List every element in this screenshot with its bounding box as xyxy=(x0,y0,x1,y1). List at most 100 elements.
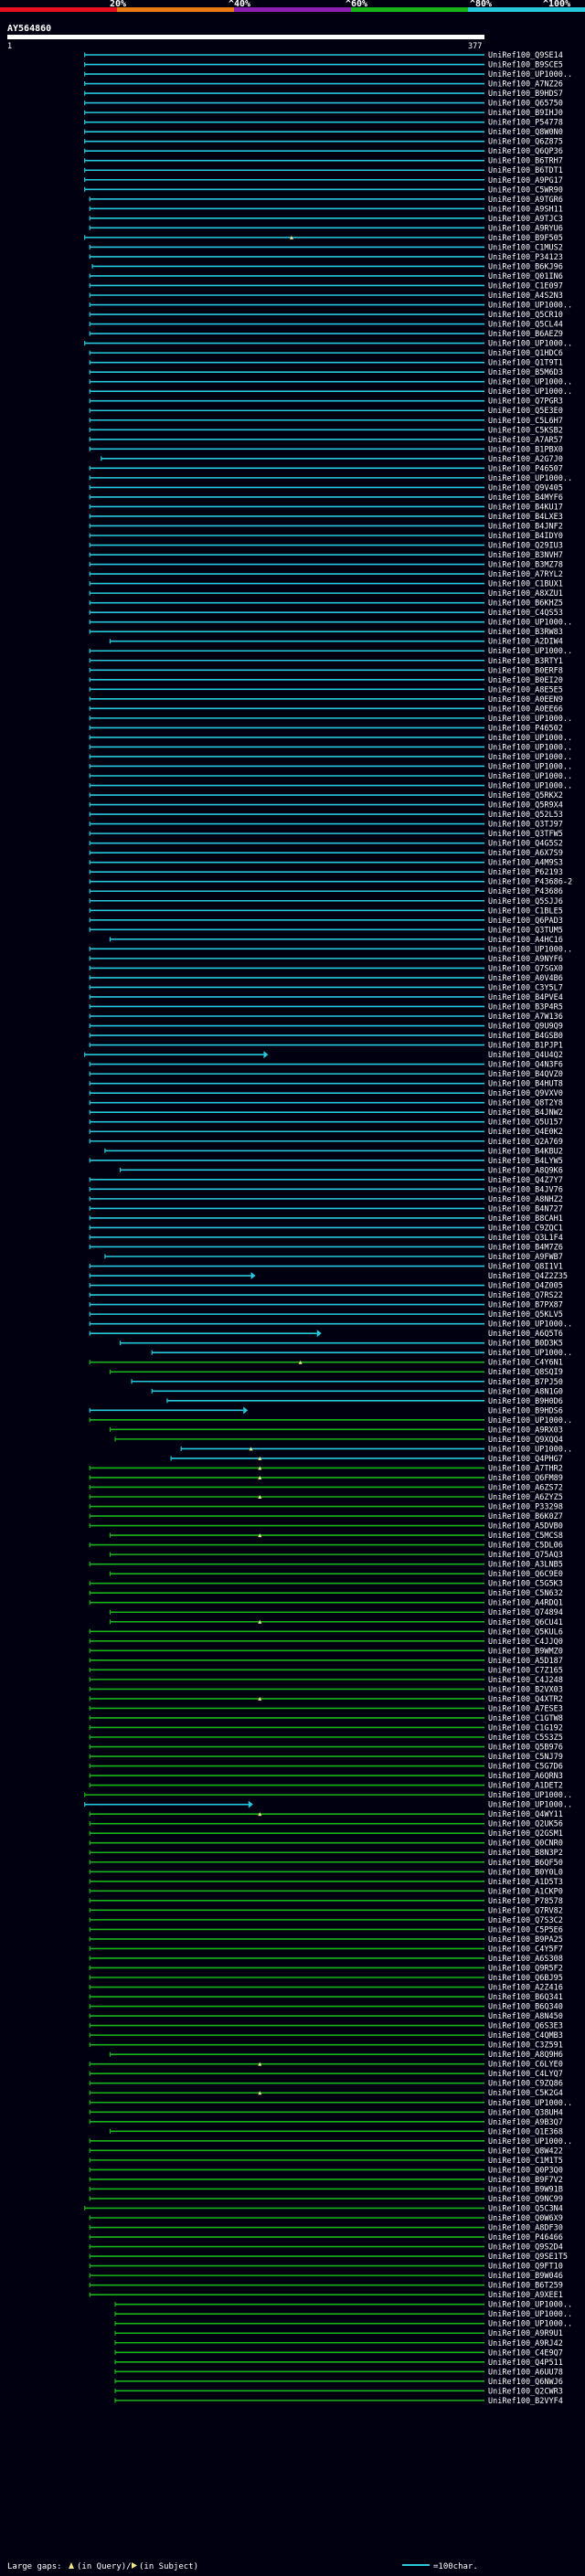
hit-label[interactable]: UniRef100_Q4PHG7 xyxy=(488,1455,563,1464)
hit-label[interactable]: UniRef100_A4RDQ1 xyxy=(488,1599,563,1608)
hit-label[interactable]: UniRef100_Q5RKX2 xyxy=(488,791,563,800)
hit-label[interactable]: UniRef100_B9IHJ0 xyxy=(488,109,563,118)
hit-label[interactable]: UniRef100_Q4Z2Z35 xyxy=(488,1272,568,1281)
hit-label[interactable]: UniRef100_A6QRN3 xyxy=(488,1772,563,1781)
hit-label[interactable]: UniRef100_Q0W6X9 xyxy=(488,2214,563,2223)
hit-label[interactable]: UniRef100_B9PA25 xyxy=(488,1935,563,1945)
hit-label[interactable]: UniRef100_B4JV76 xyxy=(488,1185,563,1194)
hit-label[interactable]: UniRef100_C4E9Q7 xyxy=(488,2348,563,2358)
hit-label[interactable]: UniRef100_B6KJ96 xyxy=(488,262,563,271)
hit-label[interactable]: UniRef100_C4QS53 xyxy=(488,609,563,618)
hit-label[interactable]: UniRef100_UP1000.. xyxy=(488,1801,572,1810)
hit-label[interactable]: UniRef100_Q6CU41 xyxy=(488,1618,563,1627)
hit-label[interactable]: UniRef100_Q9VXV0 xyxy=(488,1089,563,1098)
hit-label[interactable]: UniRef100_B9HDS6 xyxy=(488,1406,563,1415)
hit-label[interactable]: UniRef100_A4S2N3 xyxy=(488,292,563,301)
hit-label[interactable]: UniRef100_B4JNW2 xyxy=(488,1108,563,1118)
hit-label[interactable]: UniRef100_C4QMB3 xyxy=(488,2031,563,2041)
hit-label[interactable]: UniRef100_C5S3Z5 xyxy=(488,1733,563,1743)
hit-label[interactable]: UniRef100_C1GTW8 xyxy=(488,1714,563,1723)
hit-label[interactable]: UniRef100_UP1000.. xyxy=(488,945,572,954)
hit-label[interactable]: UniRef100_Q5SJJ6 xyxy=(488,897,563,906)
hit-label[interactable]: UniRef100_Q4E0K2 xyxy=(488,1128,563,1137)
hit-label[interactable]: UniRef100_A7NZ26 xyxy=(488,80,563,90)
hit-label[interactable]: UniRef100_C4LYQ7 xyxy=(488,2070,563,2079)
hit-label[interactable]: UniRef100_Q01IN6 xyxy=(488,272,563,281)
hit-label[interactable]: UniRef100_Q7S3C2 xyxy=(488,1916,563,1925)
hit-label[interactable]: UniRef100_A6Q5T6 xyxy=(488,1330,563,1339)
hit-label[interactable]: UniRef100_Q6NWJ6 xyxy=(488,2378,563,2387)
hit-label[interactable]: UniRef100_A9TJC3 xyxy=(488,215,563,224)
hit-label[interactable]: UniRef100_C4J248 xyxy=(488,1676,563,1685)
hit-label[interactable]: UniRef100_B7PX87 xyxy=(488,1301,563,1310)
hit-label[interactable]: UniRef100_C1M1T5 xyxy=(488,2157,563,2166)
hit-label[interactable]: UniRef100_Q6BJ95 xyxy=(488,1974,563,1983)
hit-label[interactable]: UniRef100_B8CAH1 xyxy=(488,1214,563,1224)
hit-label[interactable]: UniRef100_A3LNB5 xyxy=(488,1561,563,1570)
hit-label[interactable]: UniRef100_UP1000.. xyxy=(488,2301,572,2310)
hit-label[interactable]: UniRef100_B3MZ78 xyxy=(488,561,563,570)
hit-label[interactable]: UniRef100_A9FWB7 xyxy=(488,1253,563,1262)
hit-label[interactable]: UniRef100_C1MUS2 xyxy=(488,243,563,252)
hit-label[interactable]: UniRef100_C5WR90 xyxy=(488,186,563,195)
hit-label[interactable]: UniRef100_A9XEE1 xyxy=(488,2291,563,2300)
hit-label[interactable]: UniRef100_UP1000.. xyxy=(488,2310,572,2319)
hit-label[interactable]: UniRef100_P34123 xyxy=(488,253,563,262)
hit-label[interactable]: UniRef100_B9HDS7 xyxy=(488,90,563,99)
hit-label[interactable]: UniRef100_UP1000.. xyxy=(488,753,572,762)
hit-label[interactable]: UniRef100_C5L6H7 xyxy=(488,417,563,426)
hit-label[interactable]: UniRef100_UP1000.. xyxy=(488,387,572,397)
hit-label[interactable]: UniRef100_Q6Z875 xyxy=(488,138,563,147)
hit-label[interactable]: UniRef100_A9NYF6 xyxy=(488,955,563,964)
hit-label[interactable]: UniRef100_A6ZYZ5 xyxy=(488,1493,563,1502)
hit-label[interactable]: UniRef100_C3Z591 xyxy=(488,2041,563,2051)
hit-label[interactable]: UniRef100_A9RYU6 xyxy=(488,224,563,233)
hit-label[interactable]: UniRef100_A8Q9K6 xyxy=(488,1166,563,1175)
hit-label[interactable]: UniRef100_C5P5E6 xyxy=(488,1925,563,1935)
hit-label[interactable]: UniRef100_C1BUX1 xyxy=(488,580,563,589)
hit-label[interactable]: UniRef100_Q4Z005 xyxy=(488,1282,563,1291)
hit-label[interactable]: UniRef100_UP1000.. xyxy=(488,772,572,781)
hit-label[interactable]: UniRef100_Q4P511 xyxy=(488,2359,563,2368)
hit-label[interactable]: UniRef100_Q7RS22 xyxy=(488,1291,563,1300)
hit-label[interactable]: UniRef100_A7AR57 xyxy=(488,436,563,445)
hit-label[interactable]: UniRef100_B4KBU2 xyxy=(488,1147,563,1156)
hit-label[interactable]: UniRef100_C9ZQ86 xyxy=(488,2080,563,2089)
hit-label[interactable]: UniRef100_B4PVE4 xyxy=(488,993,563,1002)
hit-label[interactable]: UniRef100_B3RTY1 xyxy=(488,657,563,666)
hit-label[interactable]: UniRef100_Q52L53 xyxy=(488,811,563,820)
hit-label[interactable]: UniRef100_B6K0Z7 xyxy=(488,1512,563,1521)
hit-label[interactable]: UniRef100_UP1000.. xyxy=(488,474,572,483)
hit-label[interactable]: UniRef100_Q5KLV5 xyxy=(488,1310,563,1320)
hit-label[interactable]: UniRef100_C4Y5F7 xyxy=(488,1945,563,1954)
hit-label[interactable]: UniRef100_Q2CWR3 xyxy=(488,2387,563,2396)
hit-label[interactable]: UniRef100_UP1000.. xyxy=(488,734,572,743)
hit-label[interactable]: UniRef100_P43686 xyxy=(488,887,563,896)
hit-label[interactable]: UniRef100_Q7PGR3 xyxy=(488,398,563,407)
hit-label[interactable]: UniRef100_P33298 xyxy=(488,1503,563,1512)
hit-label[interactable]: UniRef100_Q8W422 xyxy=(488,2147,563,2156)
hit-label[interactable]: UniRef100_UP1000.. xyxy=(488,715,572,724)
hit-label[interactable]: UniRef100_UP1000.. xyxy=(488,782,572,791)
hit-label[interactable]: UniRef100_A8DF30 xyxy=(488,2224,563,2233)
hit-label[interactable]: UniRef100_B7PJ50 xyxy=(488,1378,563,1387)
hit-label[interactable]: UniRef100_A8E5E5 xyxy=(488,685,563,694)
hit-label[interactable]: UniRef100_B2VYF4 xyxy=(488,2397,563,2406)
hit-label[interactable]: UniRef100_Q7RV82 xyxy=(488,1906,563,1915)
hit-label[interactable]: UniRef100_Q5KUL6 xyxy=(488,1627,563,1637)
hit-label[interactable]: UniRef100_Q5U157 xyxy=(488,1118,563,1128)
hit-label[interactable]: UniRef100_B3P4R5 xyxy=(488,1002,563,1012)
hit-label[interactable]: UniRef100_C7Z165 xyxy=(488,1666,563,1675)
hit-label[interactable]: UniRef100_UP1000.. xyxy=(488,619,572,628)
hit-label[interactable]: UniRef100_UP1000.. xyxy=(488,302,572,311)
hit-label[interactable]: UniRef100_C5G5K3 xyxy=(488,1580,563,1589)
hit-label[interactable]: UniRef100_A6X7S9 xyxy=(488,849,563,858)
hit-label[interactable]: UniRef100_C5K2G4 xyxy=(488,2089,563,2098)
hit-label[interactable]: UniRef100_Q4XTR2 xyxy=(488,1695,563,1704)
hit-label[interactable]: UniRef100_B9WMZ0 xyxy=(488,1647,563,1656)
hit-label[interactable]: UniRef100_Q5CL44 xyxy=(488,321,563,330)
hit-label[interactable]: UniRef100_B6Q341 xyxy=(488,1993,563,2002)
hit-label[interactable]: UniRef100_B6Q340 xyxy=(488,2003,563,2012)
hit-label[interactable]: UniRef100_A2Z416 xyxy=(488,1984,563,1993)
hit-label[interactable]: UniRef100_Q65750 xyxy=(488,100,563,109)
